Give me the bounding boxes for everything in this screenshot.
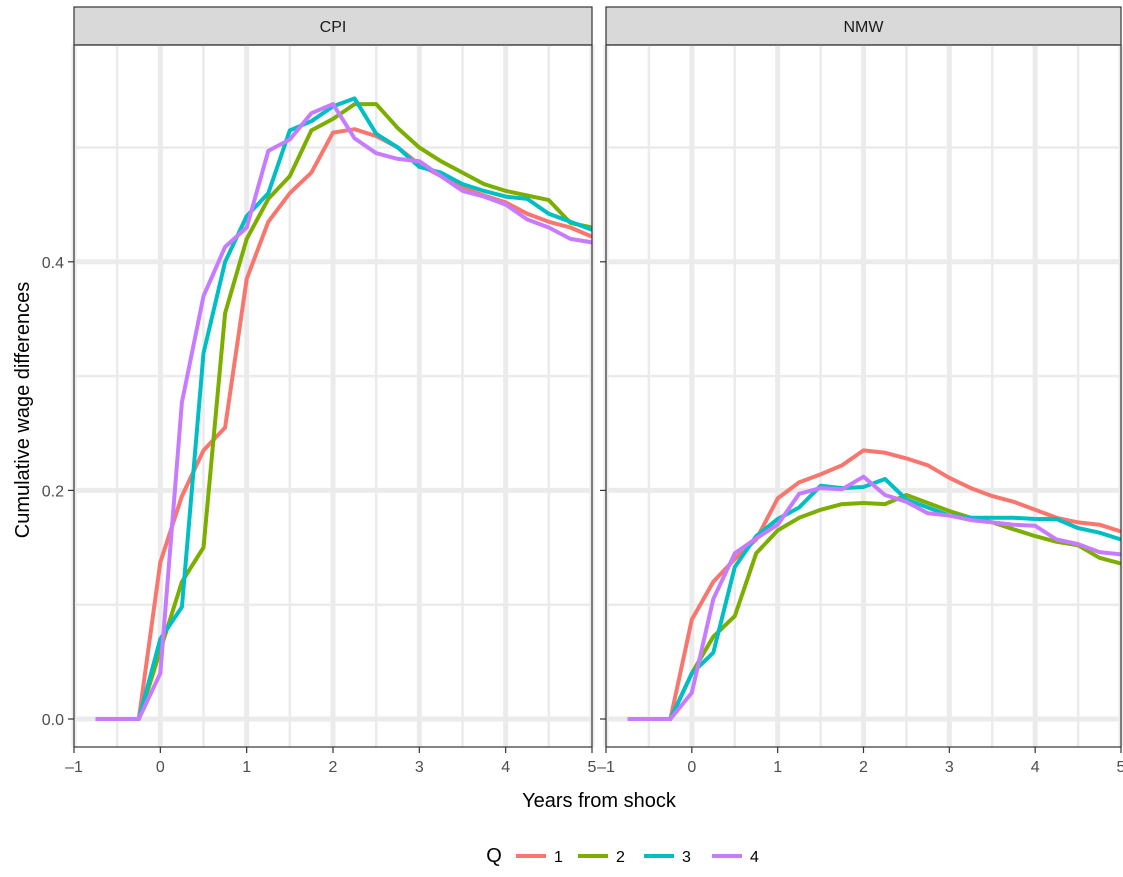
panel-strip-label: CPI [320,19,347,36]
series-line-q1 [95,127,593,721]
x-tick-label: 0 [687,759,696,776]
series-line-q1 [627,448,1122,721]
x-tick-label: 5 [1117,759,1123,776]
panels: CPI –1 0 1 2 3 4 5 0.0 0.2 0.4 NMW –1 0 1 2 3 4 5 [42,6,1123,776]
series-line-q2 [627,493,1122,721]
panel-strip [73,6,593,46]
x-tick-label: 3 [945,759,954,776]
x-axis-title: Years from shock [522,790,677,812]
legend-title: Q [486,845,502,867]
x-tick-label: 1 [773,759,782,776]
legend: Q 1 2 3 4 [486,845,759,867]
x-tick-label: 4 [501,759,510,776]
panel-nmw: NMW –1 0 1 2 3 4 5 [597,6,1123,776]
x-tick-label: 2 [329,759,338,776]
y-tick-label: 0.0 [42,712,64,729]
panel-cpi: CPI –1 0 1 2 3 4 5 0.0 0.2 0.4 [42,6,597,776]
y-tick-label: 0.4 [42,255,64,272]
x-tick-label: 1 [242,759,251,776]
series-line-q3 [95,96,593,721]
x-tick-label: 3 [415,759,424,776]
legend-label-q2: 2 [616,849,625,866]
x-tick-label: 5 [588,759,597,776]
x-tick-label: 2 [859,759,868,776]
legend-label-q4: 4 [750,849,759,866]
x-tick-label: 4 [1031,759,1040,776]
series-line-q3 [627,477,1122,721]
series-line-q4 [95,102,593,721]
series-line-q2 [95,102,593,721]
series-line-q4 [627,474,1122,721]
x-tick-label: –1 [65,759,83,776]
legend-label-q3: 3 [682,849,691,866]
legend-label-q1: 1 [554,849,563,866]
panel-strip-label: NMW [844,19,885,36]
x-tick-label: –1 [597,759,615,776]
y-axis-title: Cumulative wage differences [12,282,34,538]
y-tick-label: 0.2 [42,483,64,500]
panel-strip [605,6,1122,46]
x-tick-label: 0 [156,759,165,776]
